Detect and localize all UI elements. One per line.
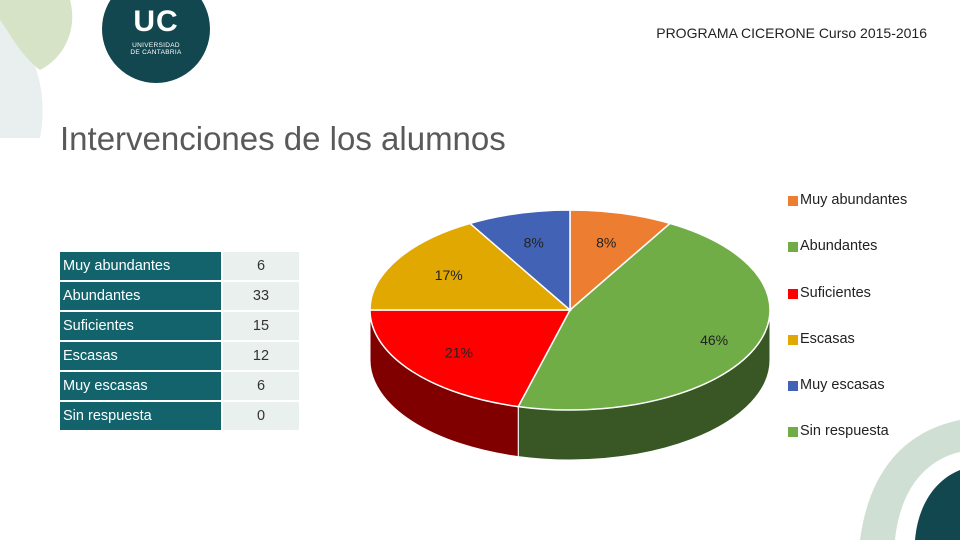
legend-item: Suficientes xyxy=(788,285,907,331)
decorative-arc-bottom-right xyxy=(860,420,960,540)
data-table: Muy abundantes 6 Abundantes 33 Suficientes 15… xyxy=(58,250,301,432)
legend-label: Suficientes xyxy=(800,284,871,301)
legend-swatch xyxy=(788,334,798,345)
table-cell-category: Escasas xyxy=(58,340,223,372)
table-row: Suficientes 15 xyxy=(58,310,301,342)
legend-item: Muy escasas xyxy=(788,377,907,423)
table-cell-category: Sin respuesta xyxy=(58,400,223,432)
legend-swatch xyxy=(788,427,798,438)
table-cell-value: 6 xyxy=(221,370,301,402)
logo-line-1: UNIVERSIDAD xyxy=(132,42,180,49)
pie-data-label-2: 21% xyxy=(445,345,473,361)
legend-label: Muy abundantes xyxy=(800,192,908,208)
legend-label: Muy escasas xyxy=(800,377,885,394)
legend-label: Abundantes xyxy=(800,238,878,255)
pie-data-label-3: 17% xyxy=(435,267,463,283)
logo-mark: UC xyxy=(133,5,179,38)
table-row: Escasas 12 xyxy=(58,340,301,372)
legend-label: Sin respuesta xyxy=(800,423,889,440)
page-title: Intervenciones de los alumnos xyxy=(60,120,506,157)
university-logo: UC UNIVERSIDAD DE CANTABRIA xyxy=(102,0,210,83)
table-cell-category: Muy escasas xyxy=(58,370,223,402)
pie-slice-4 xyxy=(468,209,571,312)
table-cell-category: Muy abundantes xyxy=(58,250,223,282)
pie-slice-0 xyxy=(569,209,672,312)
table-body: Muy abundantes 6 Abundantes 33 Suficientes 15… xyxy=(58,250,301,432)
table-cell-value: 6 xyxy=(221,250,301,282)
table-cell-category: Abundantes xyxy=(58,280,223,312)
table-cell-category: Suficientes xyxy=(58,310,223,342)
legend-label: Escasas xyxy=(800,330,855,347)
table-row: Abundantes 33 xyxy=(58,280,301,312)
table-cell-value: 33 xyxy=(221,280,301,312)
pie-slice-2 xyxy=(369,309,572,408)
logo-line-2: DE CANTABRIA xyxy=(130,49,182,56)
table-cell-value: 12 xyxy=(221,340,301,372)
legend-item: Escasas xyxy=(788,331,907,377)
table-row: Muy abundantes 6 xyxy=(58,250,301,282)
pie-data-label-1: 46% xyxy=(700,332,728,348)
table-row: Sin respuesta 0 xyxy=(58,400,301,432)
pie-data-label-4: 8% xyxy=(524,234,544,250)
table-row: Muy escasas 6 xyxy=(58,370,301,402)
table-cell-value: 15 xyxy=(221,310,301,342)
logo-text: UNIVERSIDAD DE CANTABRIA xyxy=(102,42,210,56)
pie-slice-1 xyxy=(517,222,771,411)
program-header: PROGRAMA CICERONE Curso 2015-2016 xyxy=(656,25,927,41)
pie-slice-3 xyxy=(369,222,573,311)
decorative-arc-top-left xyxy=(0,0,73,138)
legend-item: Sin respuesta xyxy=(788,423,907,469)
table-cell-value: 0 xyxy=(221,400,301,432)
legend-swatch xyxy=(788,196,798,206)
legend-item: Muy abundantes xyxy=(788,192,907,238)
legend-swatch xyxy=(788,381,798,392)
legend-swatch xyxy=(788,242,798,253)
pie-data-label-0: 8% xyxy=(596,234,616,250)
legend-swatch xyxy=(788,288,798,299)
legend-item: Abundantes xyxy=(788,238,907,284)
chart-legend: Muy abundantes Abundantes Suficientes Escas… xyxy=(788,192,907,470)
